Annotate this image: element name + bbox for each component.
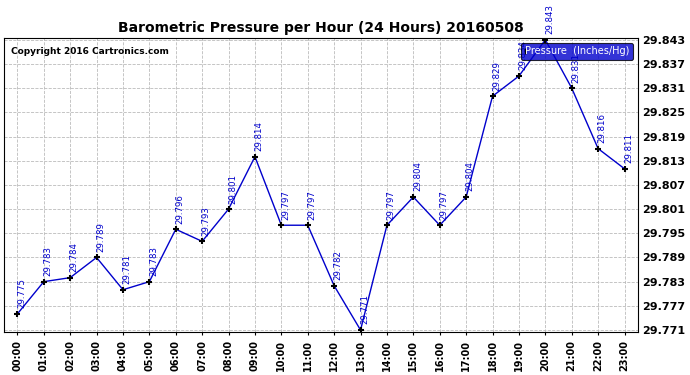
Text: 29.829: 29.829	[492, 61, 501, 91]
Title: Barometric Pressure per Hour (24 Hours) 20160508: Barometric Pressure per Hour (24 Hours) …	[118, 21, 524, 35]
Text: 29.804: 29.804	[413, 162, 422, 192]
Text: 29.783: 29.783	[149, 246, 158, 276]
Text: 29.831: 29.831	[571, 53, 580, 82]
Text: 29.804: 29.804	[466, 162, 475, 192]
Text: 29.834: 29.834	[519, 40, 528, 70]
Text: 29.797: 29.797	[440, 190, 449, 220]
Text: 29.797: 29.797	[308, 190, 317, 220]
Text: 29.793: 29.793	[201, 206, 211, 236]
Text: 29.796: 29.796	[175, 194, 184, 224]
Text: 29.797: 29.797	[386, 190, 395, 220]
Text: 29.781: 29.781	[123, 254, 132, 284]
Text: 29.789: 29.789	[96, 222, 106, 252]
Text: 29.801: 29.801	[228, 174, 237, 204]
Text: 29.843: 29.843	[545, 4, 554, 34]
Legend: Pressure  (Inches/Hg): Pressure (Inches/Hg)	[521, 43, 633, 60]
Text: 29.784: 29.784	[70, 242, 79, 272]
Text: 29.811: 29.811	[624, 133, 633, 163]
Text: 29.782: 29.782	[334, 250, 343, 280]
Text: 29.797: 29.797	[281, 190, 290, 220]
Text: 29.775: 29.775	[17, 278, 26, 308]
Text: 29.783: 29.783	[43, 246, 52, 276]
Text: 29.816: 29.816	[598, 113, 607, 143]
Text: 29.814: 29.814	[255, 121, 264, 151]
Text: 29.771: 29.771	[360, 294, 369, 324]
Text: Copyright 2016 Cartronics.com: Copyright 2016 Cartronics.com	[10, 46, 168, 56]
